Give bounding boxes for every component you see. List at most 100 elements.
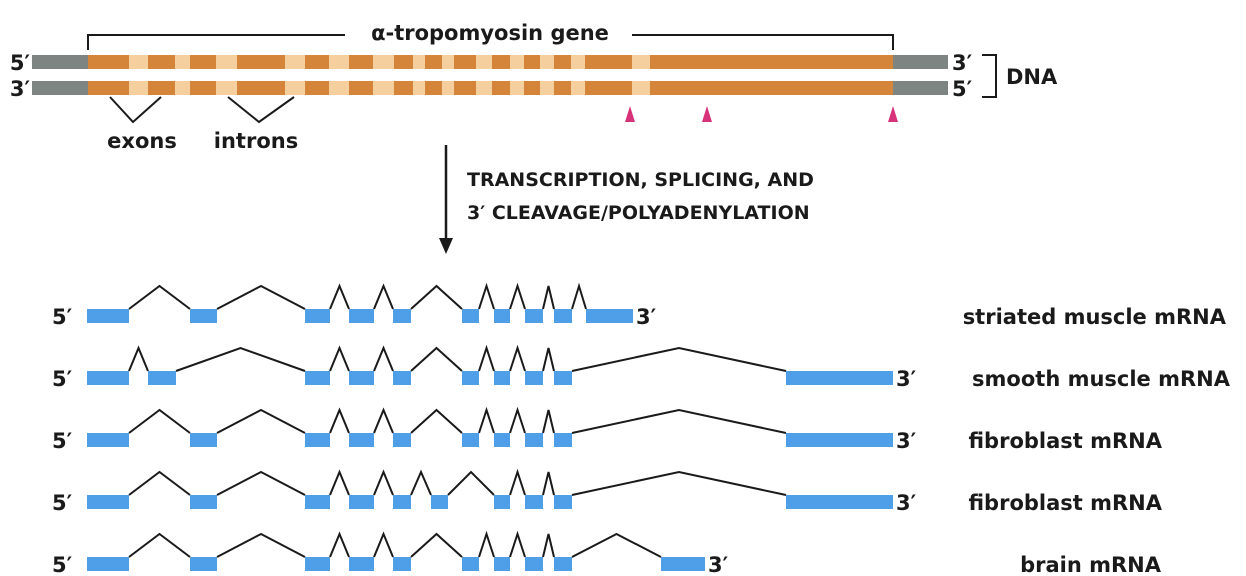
mrna-exon	[554, 371, 572, 385]
mrna-5prime: 5′	[52, 305, 73, 329]
intron-segment	[129, 81, 148, 95]
mrna-row: 5′ 3′ brain mRNA	[52, 530, 1162, 576]
mrna-exon	[87, 433, 129, 447]
dna-double-strand	[32, 55, 948, 95]
mrna-exon	[525, 371, 543, 385]
mrna-exon	[305, 433, 330, 447]
mrna-exon	[462, 309, 479, 323]
polyadenylation-site-marker	[625, 106, 635, 122]
flank-segment	[32, 81, 88, 95]
mrna-exon	[554, 557, 572, 571]
intron-segment	[329, 81, 349, 95]
mrna-3prime: 3′	[896, 491, 917, 515]
splice-junction	[571, 282, 587, 310]
splice-junction	[373, 345, 394, 372]
mrna-exon	[586, 309, 633, 323]
intron-segment	[476, 81, 492, 95]
dna-top-5prime: 5′	[10, 51, 31, 75]
mrna-exon	[349, 495, 374, 509]
splice-junction	[329, 407, 350, 434]
mrna-exon	[494, 495, 510, 509]
mrna-exon	[305, 309, 330, 323]
mrna-label: smooth muscle mRNA	[972, 367, 1231, 391]
splice-junction	[373, 407, 394, 434]
splice-junction	[478, 406, 495, 434]
dna-label: DNA	[1006, 65, 1058, 89]
mrna-label: fibroblast mRNA	[968, 491, 1162, 515]
intron-segment	[285, 81, 305, 95]
mrna-exon	[87, 557, 129, 571]
splice-junction	[447, 470, 495, 496]
mrna-label: striated muscle mRNA	[963, 305, 1227, 329]
splice-junction	[329, 345, 350, 372]
mrna-exon	[190, 433, 217, 447]
splice-junction	[542, 285, 555, 310]
mrna-exon	[393, 309, 411, 323]
splice-junction	[373, 283, 394, 310]
mrna-5prime: 5′	[52, 367, 73, 391]
intron-segment	[632, 81, 650, 95]
mrna-exon	[525, 557, 543, 571]
process-arrow	[439, 145, 453, 254]
introns-label: introns	[214, 129, 298, 153]
polyadenylation-sites	[625, 106, 898, 122]
splice-junction	[410, 284, 463, 310]
intron-segment	[442, 55, 454, 69]
splice-junction	[509, 344, 526, 372]
polyadenylation-site-marker	[702, 106, 712, 122]
intron-segment	[510, 55, 524, 69]
mrna-exon	[305, 495, 330, 509]
mrna-row: 5′ 3′ fibroblast mRNA	[52, 468, 1163, 515]
splice-junction	[410, 346, 463, 372]
intron-segment	[510, 81, 524, 95]
splice-junction	[509, 406, 526, 434]
splice-junction	[373, 531, 394, 558]
splice-junction	[571, 470, 787, 496]
intron-segment	[175, 81, 190, 95]
mrna-exon	[190, 495, 217, 509]
mrna-exon	[349, 433, 374, 447]
splice-junction	[542, 409, 555, 434]
mrna-label: fibroblast mRNA	[968, 429, 1162, 453]
splice-junction	[216, 408, 306, 434]
intron-segment	[129, 55, 148, 69]
polyadenylation-site-marker	[888, 106, 898, 122]
splice-junction	[128, 408, 191, 434]
mrna-exon	[393, 371, 411, 385]
mrna-3prime: 3′	[896, 429, 917, 453]
splice-junction	[128, 284, 191, 310]
mrna-exon	[462, 433, 479, 447]
splice-junction	[478, 282, 495, 310]
mrna-exon	[494, 371, 510, 385]
splice-junction	[509, 282, 526, 310]
mrna-exon	[393, 557, 411, 571]
exons-label: exons	[107, 129, 177, 153]
mrna-isoforms: 5′ 3′ striated muscle mRNA 5′ 3′ smooth muscl…	[52, 282, 1231, 576]
mrna-exon	[305, 371, 330, 385]
intron-segment	[216, 55, 237, 69]
splice-junction	[478, 344, 495, 372]
mrna-exon	[349, 309, 374, 323]
splice-junction	[216, 470, 306, 496]
dna-bottom-3prime: 3′	[10, 77, 31, 101]
mrna-exon	[393, 495, 411, 509]
mrna-exon	[190, 557, 217, 571]
process-line-2: 3′ CLEAVAGE/POLYADENYLATION	[467, 202, 810, 224]
splice-junction	[571, 346, 787, 372]
mrna-exon	[87, 371, 129, 385]
mrna-5prime: 5′	[52, 553, 73, 576]
splice-junction	[329, 531, 350, 558]
dna-bracket	[982, 54, 997, 98]
mrna-exon	[494, 433, 510, 447]
intron-segment	[373, 55, 394, 69]
gene-bracket	[87, 34, 894, 50]
intron-segment	[413, 55, 425, 69]
intron-segment	[571, 55, 585, 69]
intron-segment	[632, 55, 650, 69]
mrna-exon	[462, 371, 479, 385]
mrna-exon	[786, 371, 893, 385]
intron-segment	[571, 81, 585, 95]
mrna-exon	[525, 309, 543, 323]
mrna-exon	[554, 495, 572, 509]
